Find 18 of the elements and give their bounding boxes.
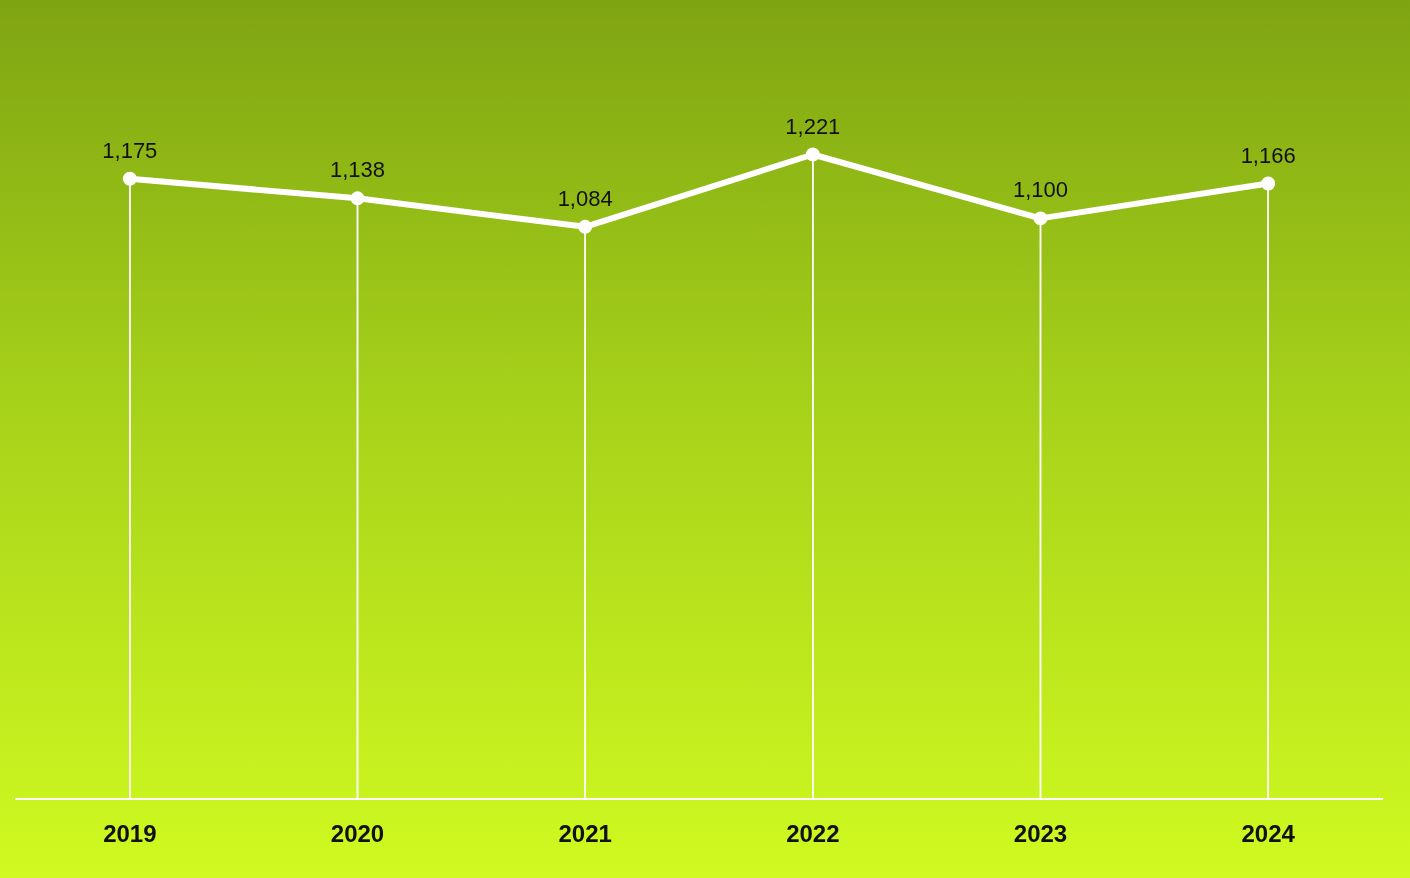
point bbox=[805, 147, 820, 162]
point bbox=[578, 219, 593, 234]
point bbox=[122, 171, 137, 186]
x-tick-label: 2019 bbox=[103, 820, 157, 848]
data-label: 1,084 bbox=[557, 185, 613, 211]
x-tick-label: 2024 bbox=[1241, 820, 1296, 848]
data-label: 1,221 bbox=[785, 113, 841, 139]
x-tick-label: 2022 bbox=[786, 820, 840, 848]
x-tick-label: 2020 bbox=[330, 820, 385, 848]
x-tick-label: 2021 bbox=[558, 820, 612, 848]
point bbox=[1261, 176, 1276, 191]
data-label: 1,175 bbox=[102, 137, 158, 163]
data-label: 1,138 bbox=[329, 157, 386, 183]
data-label: 1,166 bbox=[1240, 142, 1296, 168]
x-tick-label: 2023 bbox=[1013, 820, 1068, 848]
point bbox=[350, 191, 365, 206]
point bbox=[1033, 211, 1048, 226]
data-label: 1,100 bbox=[1012, 177, 1069, 203]
